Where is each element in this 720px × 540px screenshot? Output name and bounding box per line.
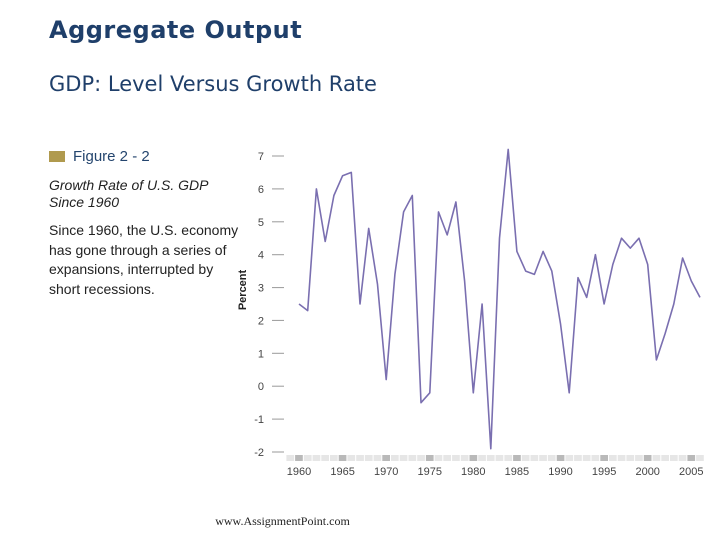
year-band — [443, 455, 451, 461]
y-tick-label: 0 — [258, 381, 264, 393]
slide-title: Aggregate Output — [49, 16, 303, 44]
caption-title-line-2: Since 1960 — [49, 194, 120, 210]
year-band — [626, 455, 635, 461]
x-tick-label: 2005 — [679, 466, 703, 478]
gdp-growth-line — [298, 148, 701, 450]
series-layer — [298, 148, 701, 450]
year-band — [635, 455, 643, 461]
year-band — [486, 455, 495, 461]
x-tick-label: 1980 — [461, 466, 485, 478]
year-band — [617, 455, 626, 461]
year-band — [399, 455, 408, 461]
year-band — [321, 455, 329, 461]
year-band — [356, 455, 364, 461]
x-tick-label: 1985 — [505, 466, 529, 478]
y-axis-label: Percent — [237, 269, 249, 310]
x-axis-bands — [286, 455, 704, 461]
figure-label: Figure 2 - 2 — [73, 148, 150, 165]
year-band — [547, 455, 556, 461]
slide-subtitle: GDP: Level Versus Growth Rate — [49, 72, 377, 96]
x-axis-ticks: 1960 1965 1970 1975 1980 1985 1990 1995 2000 2005 — [287, 466, 704, 478]
x-tick-label: 1990 — [548, 466, 572, 478]
x-tick-label: 1965 — [330, 466, 354, 478]
y-axis: -2 -1 0 1 2 3 4 5 6 7 — [254, 151, 284, 459]
year-band — [469, 455, 478, 461]
year-band — [504, 455, 513, 461]
year-band — [347, 455, 356, 461]
year-band — [295, 455, 303, 461]
year-band — [521, 455, 530, 461]
year-band — [670, 455, 678, 461]
year-band — [591, 455, 600, 461]
y-tick-label: 5 — [258, 217, 264, 229]
x-tick-label: 1970 — [374, 466, 398, 478]
y-tick-label: 6 — [258, 184, 264, 196]
year-band — [661, 455, 669, 461]
caption-title: Growth Rate of U.S. GDP Since 1960 — [49, 177, 249, 211]
year-band — [417, 455, 425, 461]
figure-swatch-icon — [49, 151, 65, 162]
year-band — [452, 455, 460, 461]
year-band — [539, 455, 547, 461]
y-tick-label: -1 — [254, 414, 264, 426]
y-tick-label: 4 — [258, 250, 264, 262]
year-band — [425, 455, 434, 461]
x-tick-label: 1975 — [418, 466, 442, 478]
year-band — [565, 455, 574, 461]
year-band — [408, 455, 417, 461]
y-tick-label: 2 — [258, 315, 264, 327]
year-band — [696, 455, 704, 461]
year-band — [303, 455, 312, 461]
year-band — [382, 455, 390, 461]
year-band — [530, 455, 539, 461]
year-band — [478, 455, 486, 461]
caption-title-line-1: Growth Rate of U.S. GDP — [49, 177, 209, 193]
year-band — [286, 455, 295, 461]
year-band — [460, 455, 469, 461]
year-band — [678, 455, 687, 461]
year-band — [556, 455, 565, 461]
year-band — [364, 455, 373, 461]
figure-label-row: Figure 2 - 2 — [49, 148, 150, 165]
y-tick-label: 1 — [258, 348, 264, 360]
y-tick-label: 7 — [258, 151, 264, 163]
year-band — [574, 455, 582, 461]
year-band — [391, 455, 399, 461]
x-tick-label: 1995 — [592, 466, 616, 478]
year-band — [434, 455, 443, 461]
year-band — [373, 455, 382, 461]
year-band — [609, 455, 617, 461]
caption-text: Since 1960, the U.S. economy has gone th… — [49, 222, 239, 297]
y-tick-label: -2 — [254, 447, 264, 459]
footer-url: www.AssignmentPoint.com — [215, 514, 350, 528]
x-tick-label: 1960 — [287, 466, 311, 478]
year-band — [600, 455, 608, 461]
year-band — [338, 455, 347, 461]
year-band — [312, 455, 321, 461]
year-band — [513, 455, 521, 461]
year-band — [582, 455, 591, 461]
year-band — [643, 455, 652, 461]
y-tick-label: 3 — [258, 283, 264, 295]
year-band — [652, 455, 661, 461]
x-tick-label: 2000 — [635, 466, 659, 478]
year-band — [687, 455, 696, 461]
year-band — [495, 455, 504, 461]
year-band — [330, 455, 338, 461]
